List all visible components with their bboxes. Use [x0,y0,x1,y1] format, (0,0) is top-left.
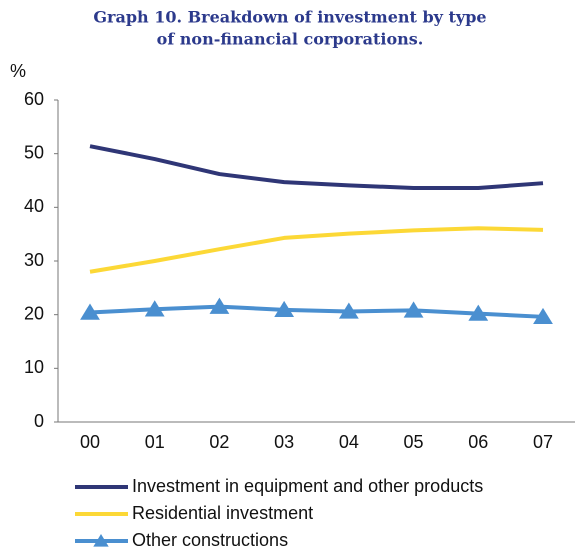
y-tick-label: 40 [24,196,44,216]
series-line [89,144,544,191]
y-tick-label: 20 [24,303,44,323]
y-tick-label: 50 [24,142,44,162]
chart-title: of non-financial corporations. [157,30,424,49]
legend-label: Investment in equipment and other produc… [132,476,483,496]
x-tick-label: 07 [533,432,553,452]
y-tick-label: 10 [24,357,44,377]
y-tick-label: 0 [34,411,44,431]
series-line [89,304,544,319]
y-tick-label: 30 [24,250,44,270]
x-tick-label: 00 [80,432,100,452]
x-tick-label: 02 [209,432,229,452]
marker [144,300,165,317]
marker [468,304,489,321]
x-tick-label: 06 [468,432,488,452]
x-tick-label: 04 [339,432,359,452]
y-tick-label: 60 [24,89,44,109]
x-tick-label: 03 [274,432,294,452]
marker [533,307,553,325]
chart-title: Graph 10. Breakdown of investment by typ… [93,8,486,27]
x-tick-label: 05 [404,432,424,452]
marker [80,303,100,320]
y-axis-label: % [10,61,26,81]
marker [403,301,424,318]
legend-label: Other constructions [132,530,288,550]
legend-label: Residential investment [132,503,313,523]
marker [274,300,295,318]
series-line [89,226,544,274]
legend-marker [93,534,109,547]
marker [338,302,359,319]
x-tick-label: 01 [145,432,165,452]
marker [209,297,230,314]
